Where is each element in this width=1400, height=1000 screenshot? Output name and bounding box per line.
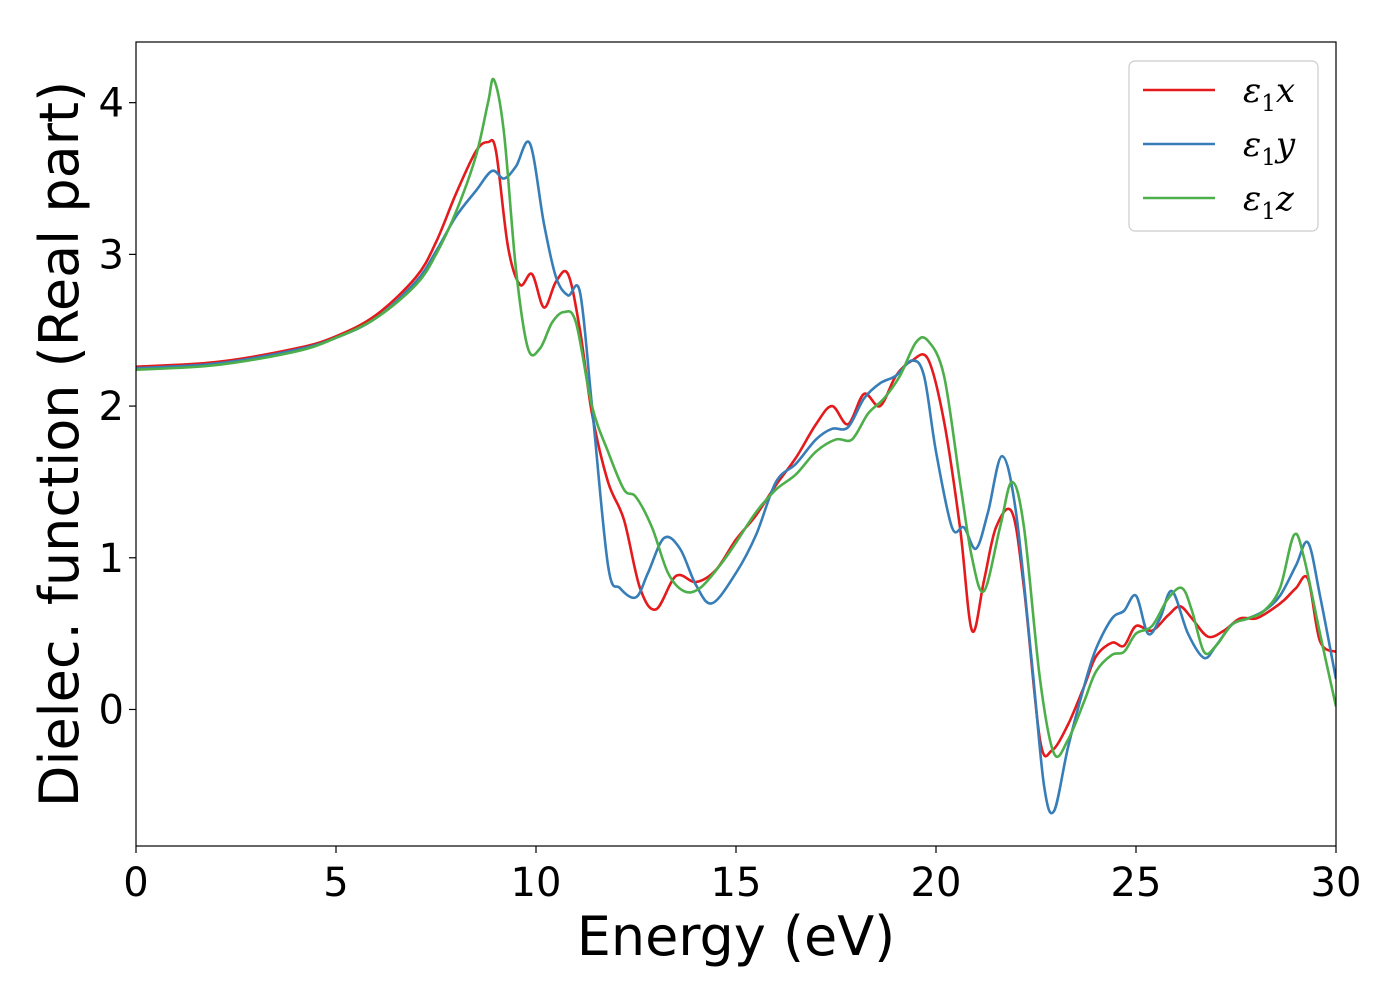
legend-entries: ε1x ε1y ε1z	[1143, 71, 1296, 225]
y-tick-label: 4	[99, 81, 124, 127]
legend-box	[1128, 60, 1319, 232]
x-tick-label: 20	[911, 860, 962, 906]
legend-entry-y: ε1y	[1143, 125, 1296, 171]
legend-entry-x: ε1x	[1143, 71, 1295, 117]
y-tick-label: 2	[99, 384, 124, 430]
legend-label: ε1x	[1243, 71, 1295, 117]
y-axis-title: Dielec. function (Real part)	[28, 81, 91, 807]
x-tick-label: 5	[323, 860, 348, 906]
series-line-z	[136, 77, 1336, 759]
legend-label: ε1y	[1243, 125, 1296, 171]
series-layer	[136, 77, 1336, 815]
y-tick-label: 1	[99, 536, 124, 582]
x-tick-label: 30	[1311, 860, 1362, 906]
legend-entry-z: ε1z	[1143, 179, 1295, 225]
series-line-y	[136, 140, 1336, 815]
x-tick-label: 25	[1111, 860, 1162, 906]
x-tick-label: 0	[123, 860, 148, 906]
y-tick-label: 0	[99, 687, 124, 733]
x-tick-label: 10	[511, 860, 562, 906]
x-tick-label: 15	[711, 860, 762, 906]
ticks-layer: 0 5 10 15 20 25 30 0 1 2 3 4	[99, 81, 1362, 906]
series-line-x	[136, 138, 1336, 758]
legend-label: ε1z	[1243, 179, 1295, 225]
y-tick-label: 3	[99, 232, 124, 278]
x-axis-title: Energy (eV)	[577, 905, 896, 968]
legend: ε1x ε1y ε1z	[1128, 60, 1319, 232]
